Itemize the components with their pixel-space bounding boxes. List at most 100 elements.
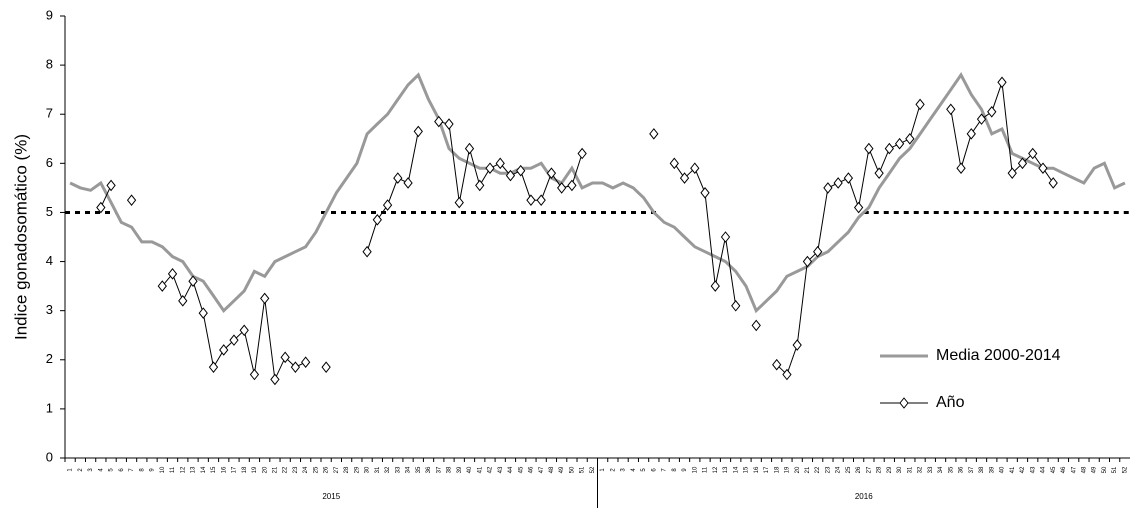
x-tick-label: 13 [191, 466, 197, 473]
y-tick-label: 8 [46, 57, 53, 72]
marker [382, 199, 393, 211]
x-tick-label: 5 [109, 468, 115, 472]
legend-label: Media 2000-2014 [936, 347, 1061, 364]
x-tick-label: 50 [569, 466, 575, 473]
x-tick-label: 26 [856, 466, 862, 473]
marker [229, 334, 239, 346]
x-tick-label: 49 [1092, 466, 1098, 473]
marker [403, 177, 413, 189]
x-tick-label: 19 [252, 466, 258, 473]
x-tick-label: 5 [641, 468, 647, 472]
marker [444, 118, 454, 130]
marker [372, 214, 382, 226]
x-tick-label: 33 [928, 466, 934, 473]
x-tick-label: 22 [815, 466, 821, 473]
marker [976, 113, 987, 125]
x-tick-label: 7 [129, 468, 135, 472]
x-tick-label: 18 [242, 466, 248, 473]
group-label: 2016 [855, 492, 873, 501]
marker [894, 137, 905, 150]
x-tick-label: 43 [498, 466, 504, 473]
x-tick-label: 51 [1112, 466, 1118, 473]
x-tick-label: 3 [88, 468, 94, 472]
marker [731, 299, 741, 312]
legend-label: Año [936, 394, 965, 411]
x-tick-label: 48 [549, 466, 555, 473]
marker [321, 361, 331, 373]
marker [157, 280, 167, 292]
marker [1017, 157, 1028, 170]
x-tick-label: 32 [385, 466, 391, 473]
x-tick-label: 44 [508, 466, 514, 473]
x-tick-label: 31 [375, 466, 381, 473]
marker [362, 245, 372, 258]
line [69, 72, 1126, 314]
marker [987, 105, 997, 118]
x-tick-label: 29 [354, 466, 360, 473]
x-tick-label: 12 [180, 466, 186, 473]
marker [997, 76, 1007, 89]
x-tick-label: 35 [948, 466, 954, 473]
marker [710, 280, 720, 292]
marker [546, 167, 557, 179]
marker [188, 275, 198, 288]
x-tick-label: 45 [1051, 466, 1057, 473]
x-tick-label: 25 [846, 466, 852, 473]
x-tick-label: 14 [201, 466, 207, 473]
marker [167, 268, 178, 280]
x-tick-label: 37 [436, 466, 442, 473]
marker [966, 128, 976, 140]
marker [802, 255, 813, 268]
x-tick-label: 8 [672, 468, 678, 472]
marker [260, 292, 270, 305]
y-tick-label: 2 [46, 351, 53, 366]
x-tick-label: 39 [457, 466, 463, 473]
marker [434, 115, 444, 128]
x-tick-label: 39 [989, 466, 995, 473]
x-tick-label: 48 [1081, 466, 1087, 473]
marker [106, 179, 116, 192]
x-tick-label: 27 [334, 466, 340, 473]
x-tick-label: 11 [703, 466, 709, 473]
y-tick-label: 9 [46, 7, 53, 22]
x-tick-label: 34 [406, 466, 412, 473]
x-tick-label: 18 [774, 466, 780, 473]
marker [290, 361, 301, 373]
marker [208, 361, 219, 373]
x-tick-label: 43 [1030, 466, 1036, 473]
x-tick-label: 24 [836, 466, 842, 473]
x-tick-label: 29 [887, 466, 893, 473]
x-tick-label: 26 [324, 466, 330, 473]
x-tick-label: 9 [682, 468, 688, 472]
x-tick-label: 36 [426, 466, 432, 473]
marker [772, 358, 782, 371]
marker [270, 373, 280, 386]
marker [915, 98, 925, 111]
marker [853, 201, 864, 214]
marker [751, 319, 761, 332]
marker [700, 186, 710, 199]
x-tick-label: 11 [170, 466, 176, 473]
y-tick-label: 0 [46, 449, 53, 464]
x-tick-label: 42 [1020, 466, 1026, 473]
x-tick-label: 28 [877, 466, 883, 473]
x-tick-label: 15 [744, 466, 750, 473]
marker [1028, 147, 1038, 160]
x-tick-label: 8 [139, 468, 145, 472]
x-tick-label: 7 [662, 468, 668, 472]
x-tick-label: 23 [293, 466, 299, 473]
x-tick-label: 9 [150, 468, 156, 472]
x-tick-label: 6 [119, 468, 125, 472]
x-tick-label: 46 [529, 466, 535, 473]
x-tick-label: 14 [733, 466, 739, 473]
x-tick-label: 22 [283, 466, 289, 473]
marker [249, 368, 260, 381]
x-tick-label: 27 [866, 466, 872, 473]
x-tick-label: 44 [1041, 466, 1047, 473]
x-tick-label: 1 [68, 468, 74, 472]
x-tick-label: 52 [1122, 466, 1128, 473]
marker [516, 164, 526, 177]
marker [178, 295, 188, 307]
y-tick-label: 1 [46, 400, 53, 415]
